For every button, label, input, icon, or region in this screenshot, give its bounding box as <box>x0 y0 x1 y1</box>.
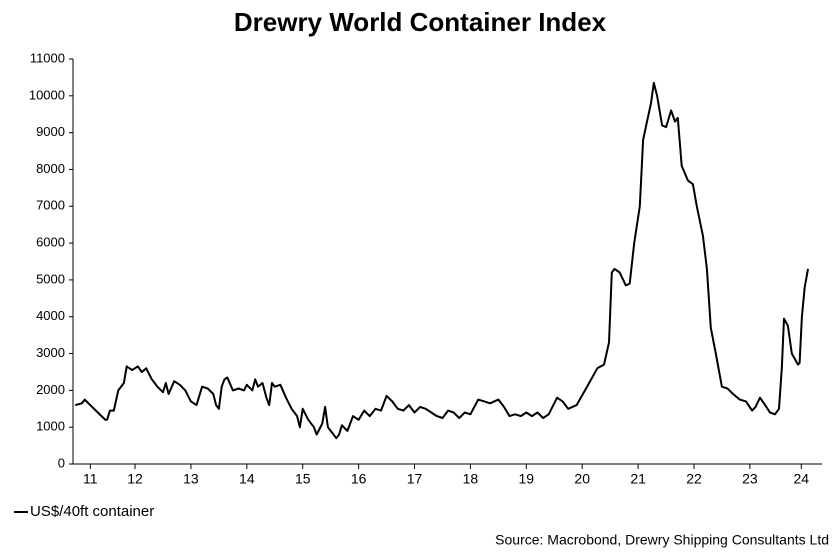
x-tick-label: 19 <box>519 471 535 487</box>
x-tick-label: 14 <box>239 471 255 487</box>
x-tick-label: 11 <box>83 471 98 487</box>
y-tick-label: 2000 <box>36 382 65 397</box>
x-tick-label: 23 <box>742 471 758 487</box>
x-tick-label: 12 <box>127 471 143 487</box>
data-line <box>74 81 809 440</box>
x-tick-label: 20 <box>574 471 590 487</box>
x-tick-label: 16 <box>351 471 367 487</box>
x-tick-label: 24 <box>794 471 810 487</box>
y-tick-label: 7000 <box>36 198 65 213</box>
x-tick-label: 15 <box>295 471 311 487</box>
y-tick-label: 9000 <box>36 124 65 139</box>
legend-label: US$/40ft container <box>30 503 154 520</box>
x-tick-label: 17 <box>407 471 423 487</box>
y-tick-label: 6000 <box>36 235 65 250</box>
x-tick-label: 21 <box>630 471 646 487</box>
x-tick-label: 13 <box>183 471 199 487</box>
y-tick-label: 1000 <box>36 419 65 434</box>
source: Source: Macrobond, Drewry Shipping Consu… <box>495 532 829 548</box>
y-tick-label: 4000 <box>36 308 65 323</box>
y-tick-label: 11000 <box>30 50 65 65</box>
x-tick-label: 18 <box>463 471 479 487</box>
y-tick-label: 3000 <box>36 345 65 360</box>
y-tick-label: 0 <box>58 455 65 470</box>
chart-title: Drewry World Container Index <box>234 7 607 37</box>
y-tick-label: 10000 <box>29 87 65 102</box>
y-tick-label: 8000 <box>36 161 65 176</box>
x-tick-label: 22 <box>686 471 702 487</box>
y-tick-label: 5000 <box>36 271 65 286</box>
